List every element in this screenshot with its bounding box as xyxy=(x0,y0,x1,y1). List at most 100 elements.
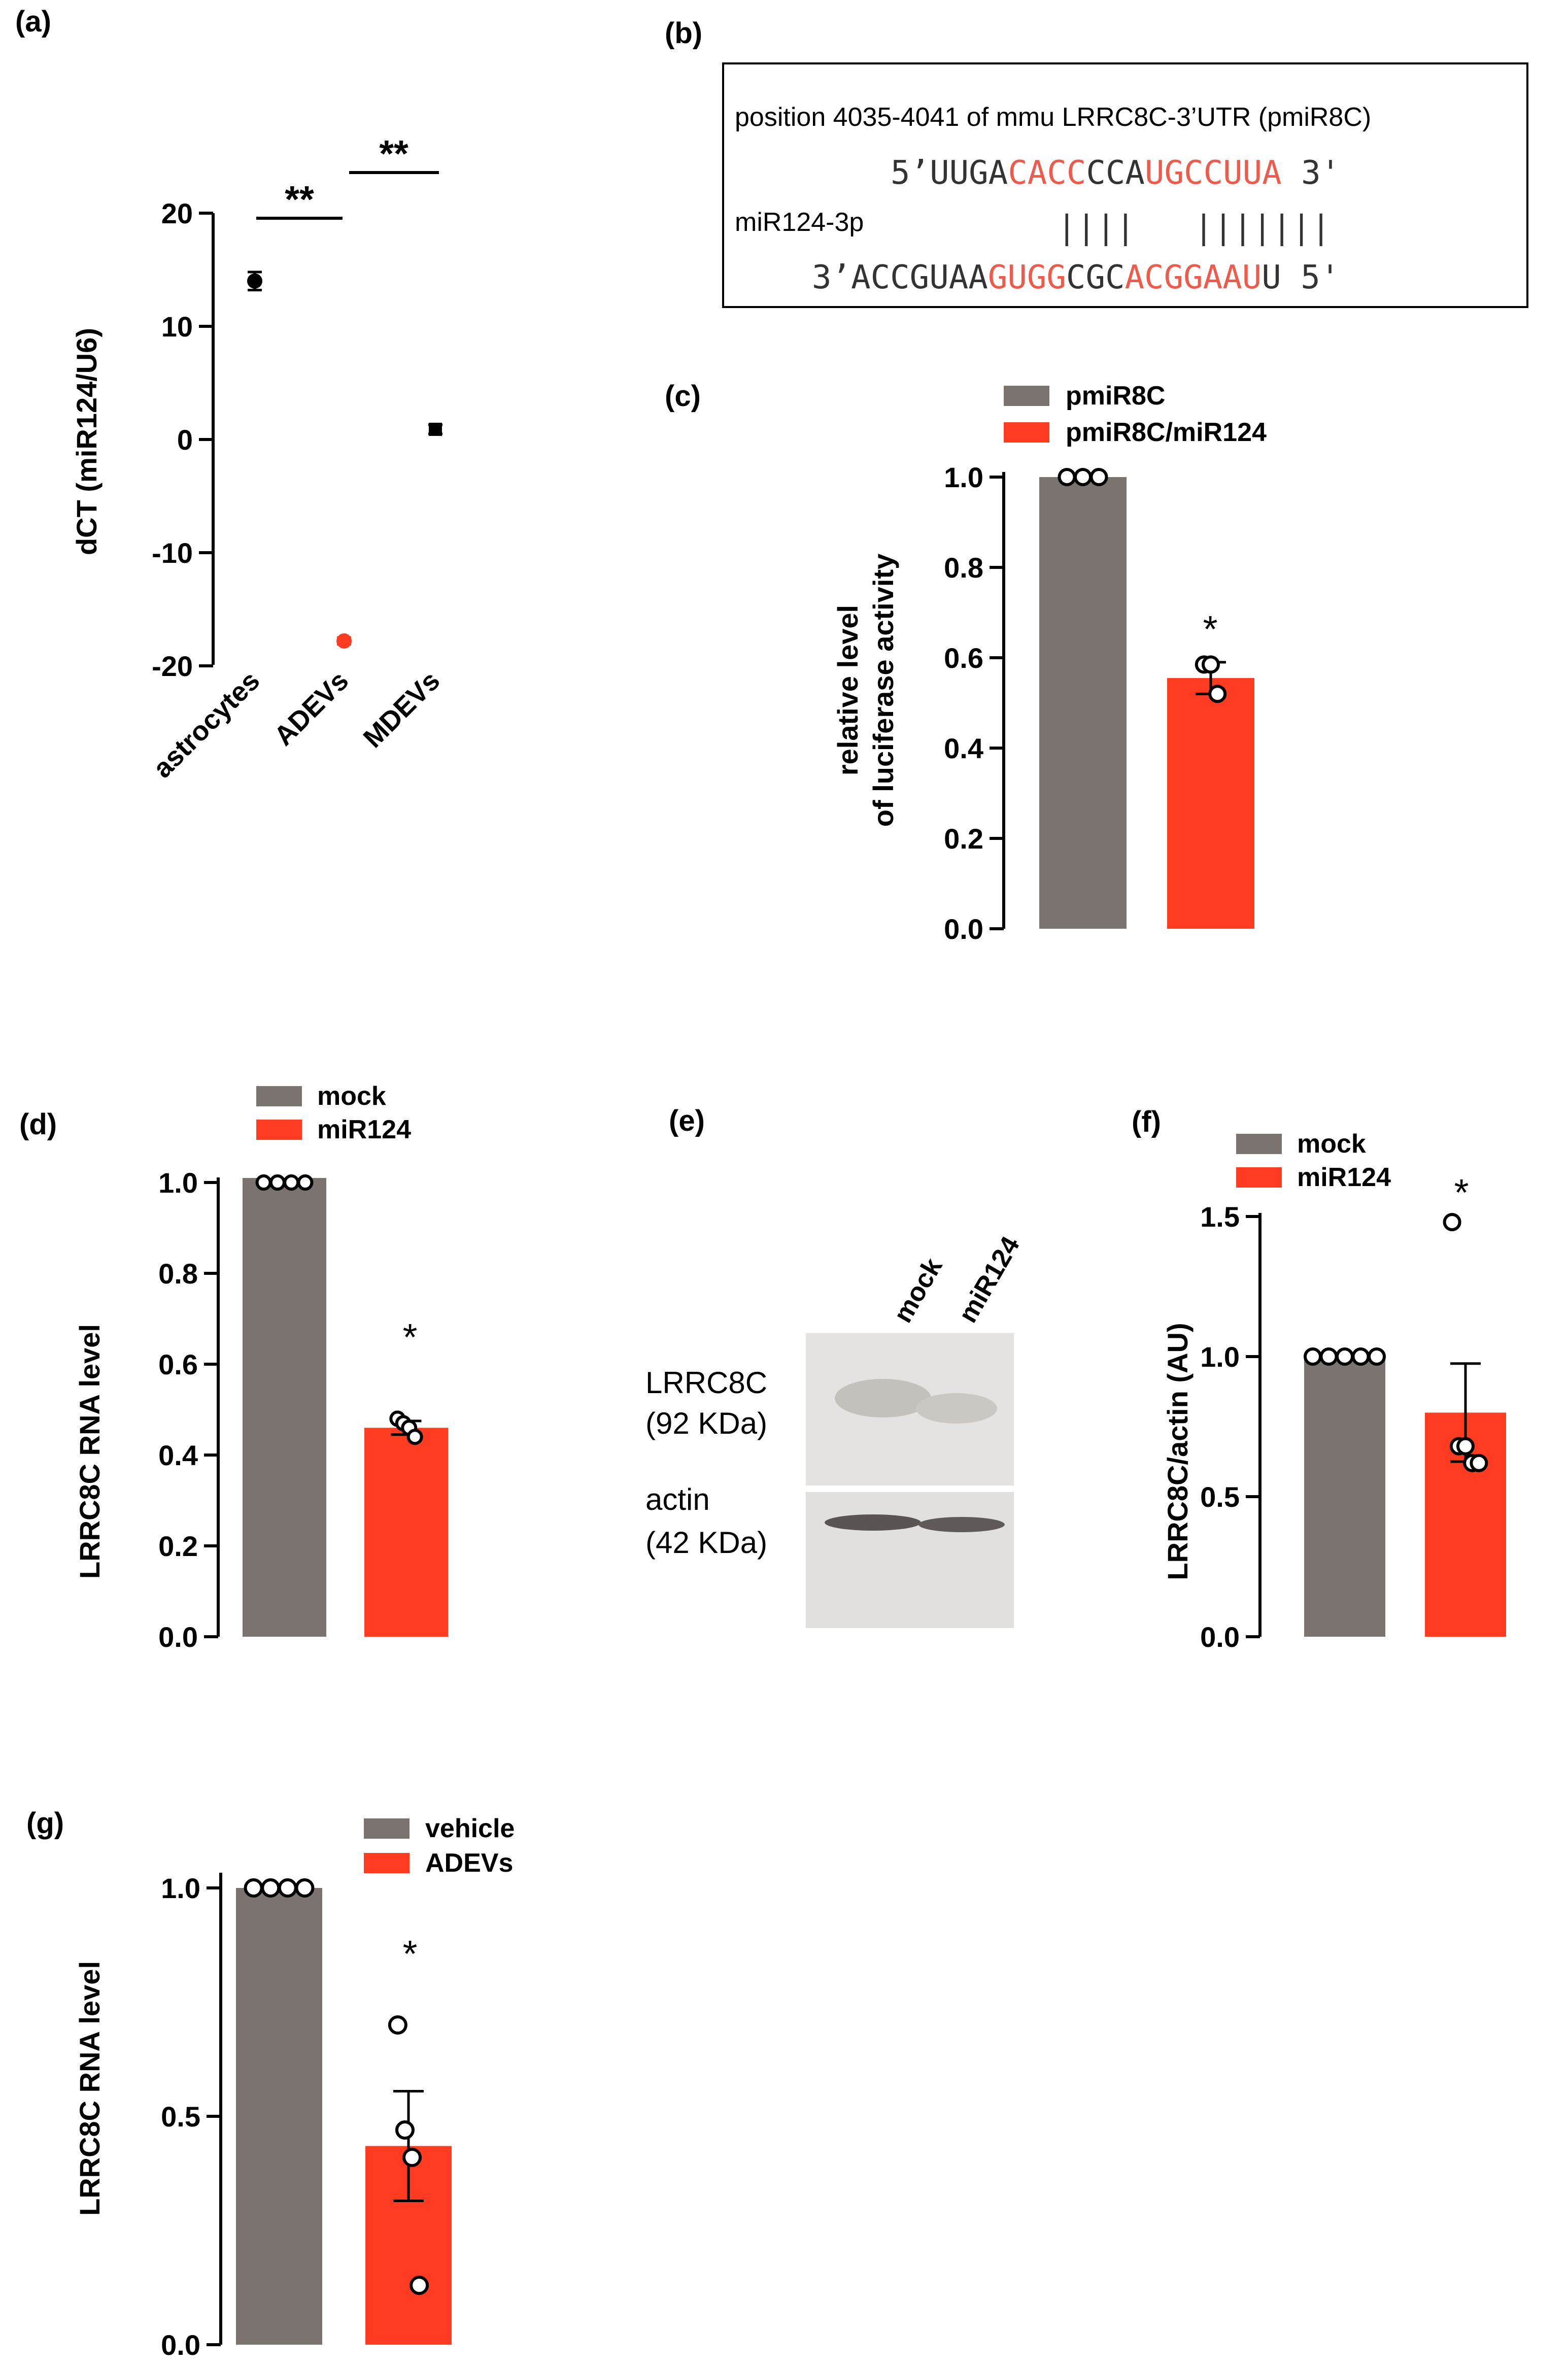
panel-f-legend-label-2: miR124 xyxy=(1297,1163,1391,1192)
panel-c-ylabel-line-1: relative level xyxy=(832,605,864,775)
panel-b-frame xyxy=(722,62,1528,308)
panel-g-data-point xyxy=(388,2015,407,2035)
lane-label-mir124: miR124 xyxy=(953,1232,1026,1328)
panel-g-legend-swatch-2 xyxy=(364,1853,410,1873)
blot-band-actin-mir124 xyxy=(918,1517,1005,1532)
panel-d-data-point xyxy=(283,1174,300,1191)
panel-f-legend-swatch-2 xyxy=(1236,1167,1282,1188)
panel-b-label: (b) xyxy=(665,17,702,50)
panel-f-data-point xyxy=(1351,1347,1370,1366)
panel-d-ylabel: LRRC8C RNA level xyxy=(74,1324,106,1579)
panel-d-data-point xyxy=(297,1174,314,1191)
panel-c-legend-swatch-2 xyxy=(1004,422,1049,443)
panel-g-data-point xyxy=(410,2276,429,2295)
panel-e-western-blot: (e) mock miR124 LRRC8C (92 KDa) actin (4… xyxy=(645,1104,1026,1628)
panel-g-bar-chart: (g) vehicle ADEVs LRRC8C RNA level 0.00.… xyxy=(26,1807,515,2361)
panel-a-sig-label-2: ** xyxy=(379,132,408,175)
panel-c-data-point xyxy=(1058,468,1076,486)
blot-band-lrrc8c-mock xyxy=(835,1379,931,1417)
panel-d-sig-star: * xyxy=(403,1316,418,1358)
panel-c-tick-label: 0.8 xyxy=(944,552,983,584)
mir-seed-1: GUGG xyxy=(988,259,1066,296)
panel-a-scatter: (a) -20 -10 0 10 20 dCT (miR124/U6) astrocyt… xyxy=(15,5,446,784)
panel-e-label: (e) xyxy=(669,1104,705,1137)
panel-g-tick-label: 1.0 xyxy=(161,1872,200,1904)
panel-f-marks xyxy=(1304,1213,1506,1637)
panel-d-tick-label: 0.2 xyxy=(158,1530,198,1562)
blot-label-lrrc8c: LRRC8C xyxy=(645,1366,767,1400)
panel-f-bar-control xyxy=(1304,1357,1385,1637)
utr-mid: CCA xyxy=(1086,154,1145,192)
panel-d-tick-label: 1.0 xyxy=(158,1167,198,1199)
panel-f-tick-label: 0.5 xyxy=(1200,1481,1240,1513)
panel-f-legend-swatch-1 xyxy=(1236,1134,1282,1154)
panel-c-tick-label: 0.4 xyxy=(944,732,983,764)
panel-b-sequence-alignment: (b) position 4035-4041 of mmu LRRC8C-3’U… xyxy=(665,17,1528,308)
panel-f-data-point xyxy=(1304,1347,1322,1366)
panel-f-bar-chart: (f) mock miR124 LRRC8C/actin (AU) 0.0 0.5… xyxy=(1132,1105,1506,1653)
panel-a-tick-label: -10 xyxy=(152,537,193,569)
panel-f-data-point xyxy=(1368,1347,1386,1366)
utr-prefix: 5’UUGA xyxy=(891,154,1008,192)
panel-d-legend-swatch-1 xyxy=(256,1086,302,1106)
panel-a-category-mdevs: MDEVs xyxy=(358,665,446,754)
panel-g-legend-swatch-1 xyxy=(364,1818,410,1839)
panel-f-ticks: 0.0 0.5 1.0 1.5 xyxy=(1200,1201,1260,1653)
lane-label-mock: mock xyxy=(888,1253,948,1328)
panel-c-bar-chart: (c) pmiR8C pmiR8C/miR124 relative level … xyxy=(665,380,1267,945)
mirna-sequence: 3’ACCGUAAGUGGCGCACGGAAUU 5' xyxy=(812,259,1340,296)
panel-d-bar-chart: (d) mock miR124 LRRC8C RNA level 0.00.20… xyxy=(19,1082,448,1653)
utr-suffix: 3' xyxy=(1282,154,1341,192)
blot-size-actin: (42 KDa) xyxy=(645,1526,767,1560)
panel-f-tick-label: 1.0 xyxy=(1200,1341,1240,1373)
utr-seed-2: UGCCUUA xyxy=(1145,154,1282,192)
panel-g-bar-control xyxy=(236,1888,322,2345)
panel-g-tick-label: 0.5 xyxy=(161,2101,200,2133)
panel-d-label: (d) xyxy=(19,1108,57,1141)
panel-f-data-point xyxy=(1336,1347,1354,1366)
panel-g-data-point xyxy=(261,1878,281,1898)
panel-c-legend-label-1: pmiR8C xyxy=(1066,381,1165,411)
panel-d-tick-label: 0.0 xyxy=(158,1621,198,1653)
mir-seed-2: ACGGAAU xyxy=(1125,259,1262,296)
panel-f-sig-star: * xyxy=(1454,1171,1469,1213)
panel-c-data-point xyxy=(1202,655,1220,674)
panel-c-data-point xyxy=(1074,468,1092,486)
panel-d-data-point xyxy=(406,1429,423,1445)
panel-c-sig-star: * xyxy=(1203,608,1218,650)
panel-a-ticks: -20 -10 0 10 20 xyxy=(152,197,213,682)
panel-g-tick-label: 0.0 xyxy=(161,2329,200,2361)
panel-b-title: position 4035-4041 of mmu LRRC8C-3’UTR (… xyxy=(735,103,1371,132)
mir-mid: CGC xyxy=(1066,259,1125,296)
panel-c-data-point xyxy=(1089,468,1108,486)
panel-c-label: (c) xyxy=(665,380,701,413)
panel-f-tick-label: 1.5 xyxy=(1200,1201,1240,1233)
panel-a-tick-label: 20 xyxy=(161,197,193,229)
panel-c-ticks: 0.0 0.2 0.4 0.6 0.8 1.0 xyxy=(944,461,1004,945)
panel-c-tick-label: 0.6 xyxy=(944,642,983,674)
panel-d-data-point xyxy=(255,1174,272,1191)
panel-g-label: (g) xyxy=(26,1807,64,1840)
pairing-bars: |||| ||||||| xyxy=(1057,209,1331,247)
panel-c-marks xyxy=(1039,468,1254,929)
panel-f-label: (f) xyxy=(1132,1105,1161,1138)
panel-g-ticks: 0.0 0.5 1.0 xyxy=(161,1872,221,2361)
panel-d-tick-label: 0.6 xyxy=(158,1348,198,1380)
blot-band-lrrc8c-mir124 xyxy=(916,1393,997,1424)
panel-g-ylabel: LRRC8C RNA level xyxy=(74,1961,106,2216)
utr-sequence: 5’UUGACACCCCAUGCCUUA 3' xyxy=(891,154,1340,192)
panel-a-point xyxy=(247,273,262,289)
panel-g-marks xyxy=(236,1878,452,2345)
panel-f-legend-label-1: mock xyxy=(1297,1129,1366,1159)
panel-c-bar-treatment xyxy=(1167,678,1254,929)
mir-suffix: U 5' xyxy=(1262,259,1340,296)
panel-g-data-point xyxy=(295,1878,315,1898)
panel-a-sig-label-1: ** xyxy=(285,178,314,220)
panel-d-data-point xyxy=(269,1174,286,1191)
panel-d-legend-swatch-2 xyxy=(256,1120,302,1140)
panel-a-ylabel: dCT (miR124/U6) xyxy=(71,328,103,555)
utr-seed-1: CACC xyxy=(1008,154,1086,192)
panel-d-legend-label-2: miR124 xyxy=(317,1115,411,1144)
blot-image-actin xyxy=(806,1492,1014,1628)
